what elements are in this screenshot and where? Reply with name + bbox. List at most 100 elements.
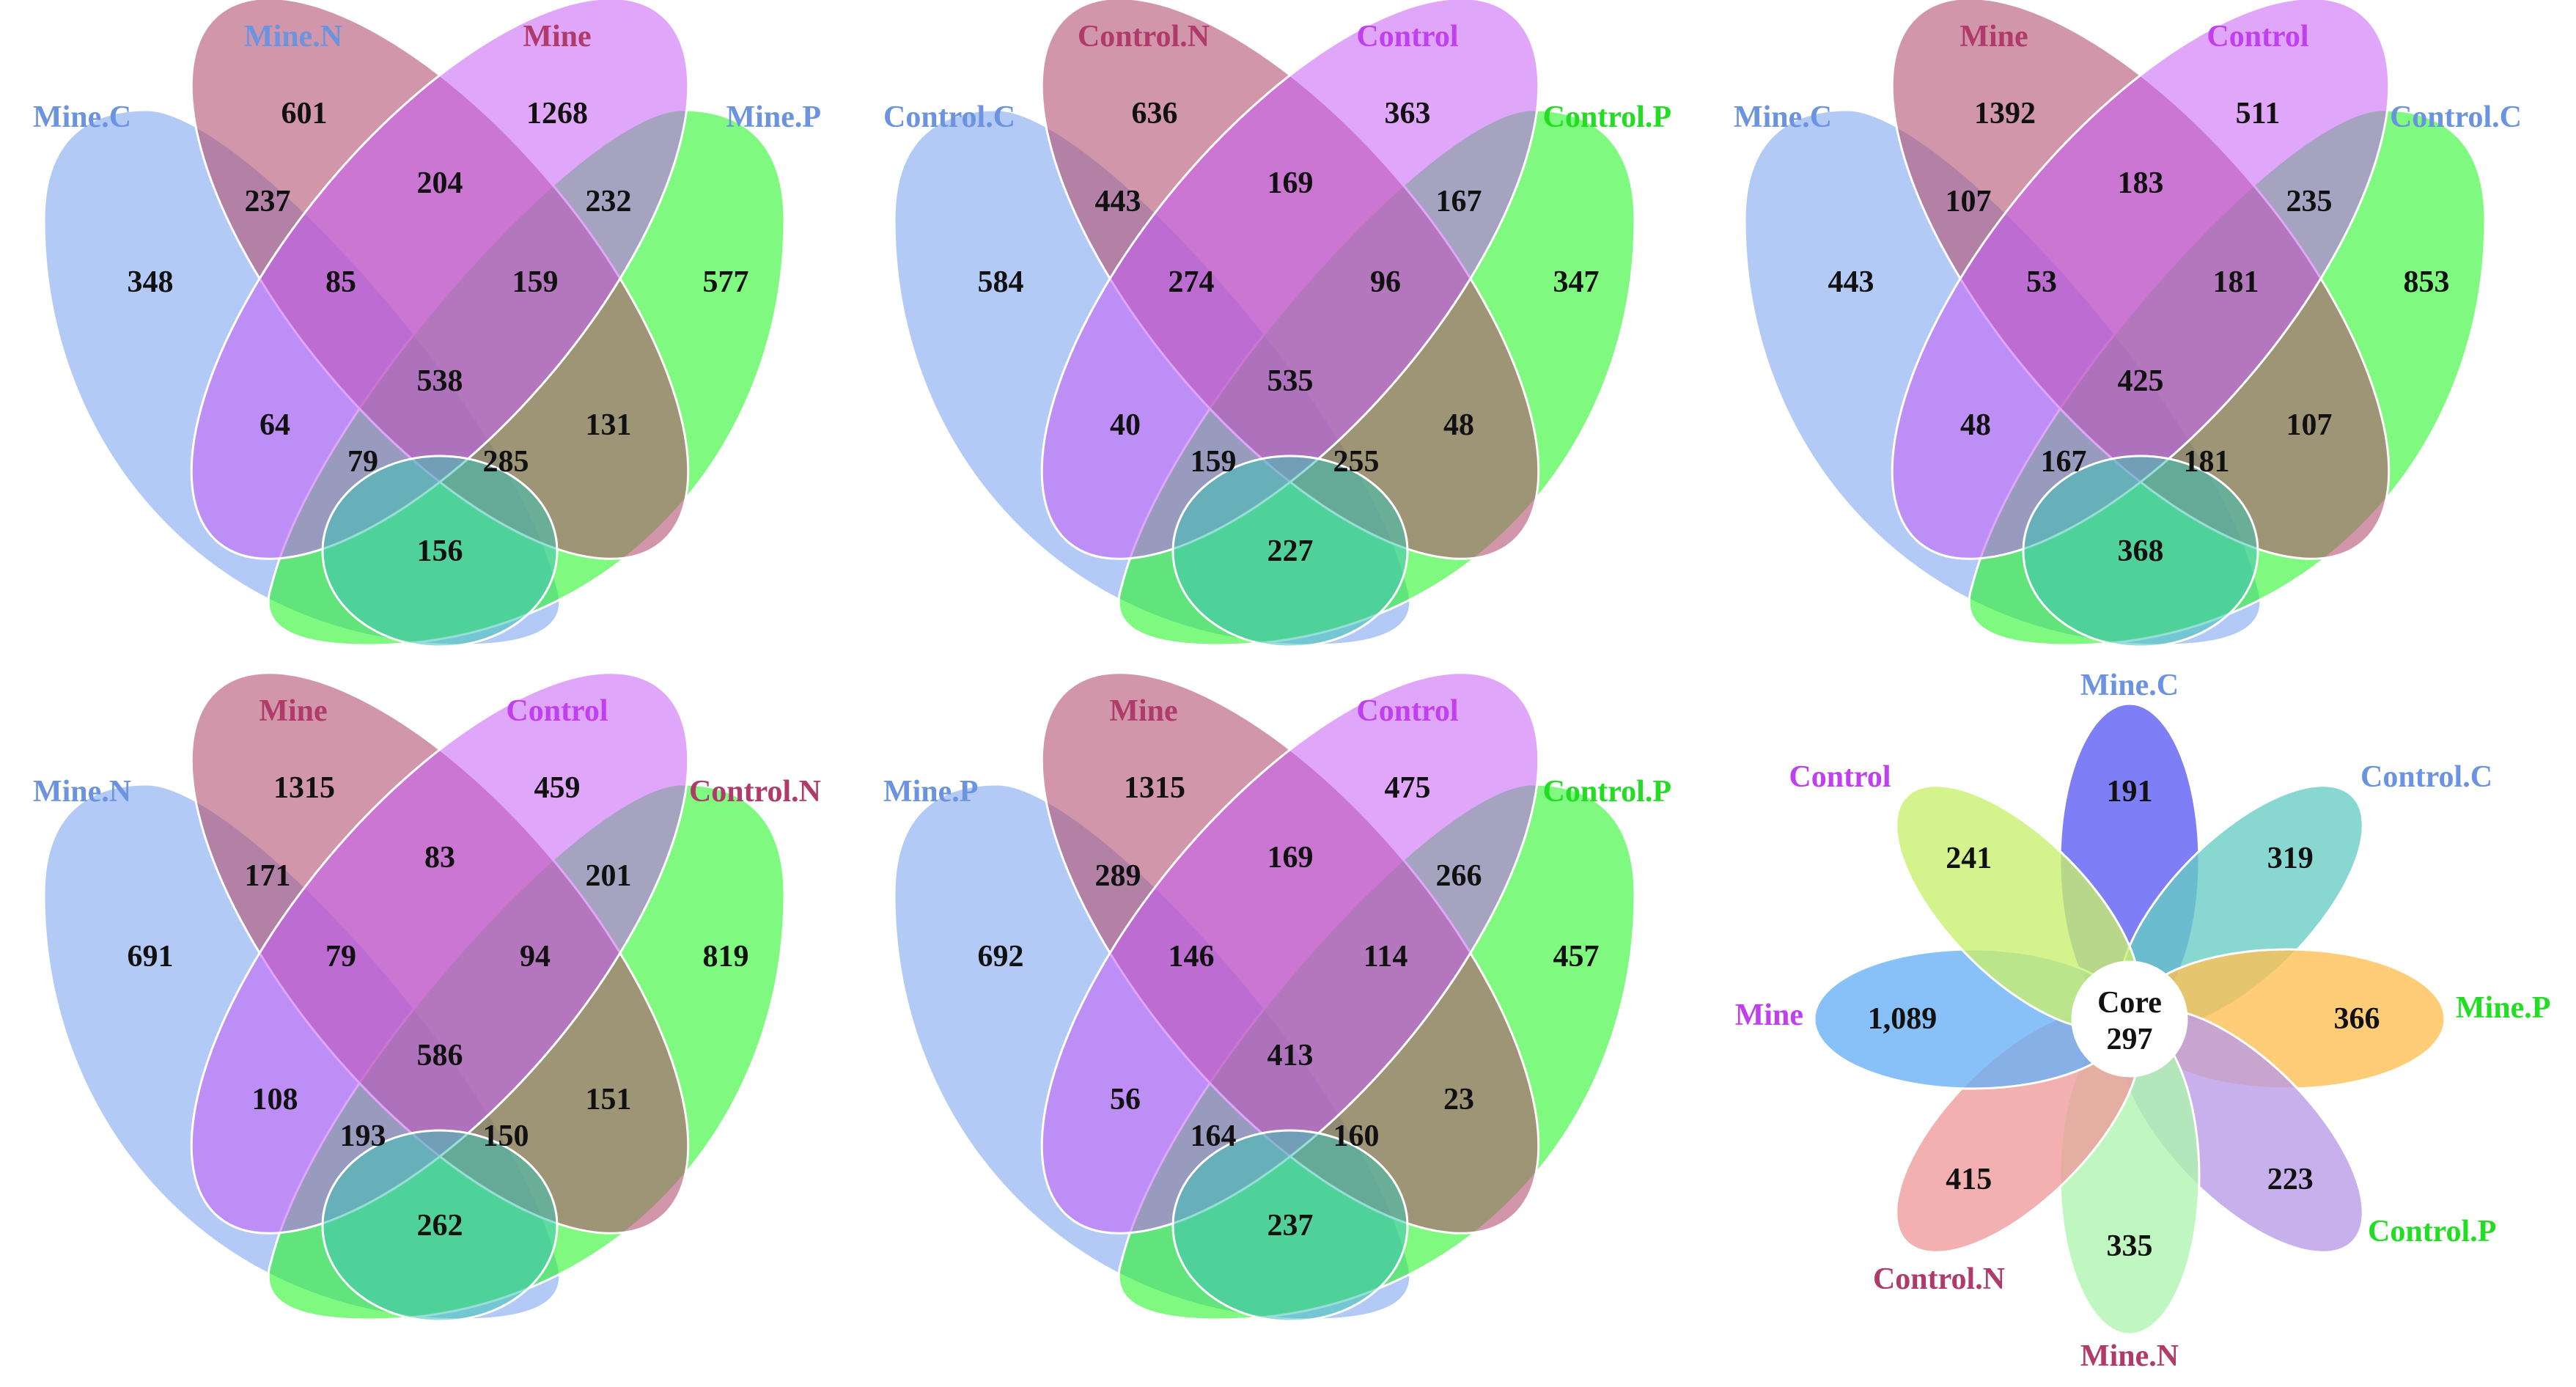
- set-label: Control: [506, 694, 608, 728]
- region-count-acd: 160: [1333, 1119, 1380, 1153]
- region-count-abc: 146: [1169, 940, 1215, 974]
- petal-label: Mine.P: [2456, 991, 2550, 1025]
- region-count-c: 459: [534, 771, 581, 805]
- region-count-abc: 53: [2026, 265, 2057, 299]
- petal-count: 319: [2267, 842, 2314, 875]
- region-count-d: 347: [1553, 265, 1600, 299]
- petal-count: 415: [1946, 1163, 1992, 1196]
- region-count-d: 577: [703, 265, 749, 299]
- set-label: Mine: [1109, 694, 1177, 728]
- core-count: 297: [2107, 1023, 2153, 1056]
- region-count-ab: 443: [1095, 185, 1141, 218]
- region-count-abd: 79: [347, 445, 378, 479]
- region-count-cd: 235: [2286, 185, 2333, 218]
- region-count-bd: 23: [1443, 1083, 1474, 1116]
- region-count-d: 819: [703, 940, 749, 974]
- petal-count: 1,089: [1868, 1002, 1937, 1036]
- region-count-abc: 274: [1169, 265, 1215, 299]
- petal-count: 223: [2267, 1163, 2314, 1196]
- region-count-bd: 48: [1443, 408, 1474, 442]
- set-label: Mine.N: [244, 20, 342, 54]
- set-label: Mine: [1959, 20, 2028, 54]
- region-count-abcd: 413: [1267, 1039, 1314, 1073]
- region-count-bcd: 96: [1370, 265, 1401, 299]
- set-label: Control: [1356, 694, 1458, 728]
- region-count-b: 601: [281, 97, 328, 130]
- core-circle: [2071, 960, 2188, 1078]
- region-count-ac: 56: [1110, 1083, 1141, 1116]
- petal-label: Mine.C: [2080, 669, 2179, 702]
- region-count-ad: 368: [2118, 534, 2164, 568]
- region-count-ac: 108: [252, 1083, 298, 1116]
- petal-count: 335: [2107, 1229, 2153, 1263]
- petal-label: Control.C: [2360, 760, 2492, 794]
- region-count-abc: 79: [325, 940, 356, 974]
- region-count-bc: 83: [424, 841, 455, 875]
- region-count-bc: 204: [417, 166, 463, 200]
- set-label: Control.N: [689, 775, 821, 809]
- set-c-region: [1891, 0, 2391, 560]
- petal-count: 191: [2107, 775, 2153, 809]
- petal-label: Control: [1789, 760, 1891, 794]
- venn-diagram-3: Mine.C Mine Control Control.C 443 1392 511 853 1…: [1734, 0, 2522, 648]
- venn-diagram-2: Control.C Control.N Control Control.P 584 636…: [883, 0, 1671, 648]
- region-count-acd: 150: [483, 1119, 529, 1153]
- region-count-acd: 255: [1333, 445, 1380, 479]
- region-count-bc: 169: [1267, 841, 1314, 875]
- set-label: Mine: [523, 20, 591, 54]
- venn-diagram-1: Mine.C Mine.N Mine Mine.P 348 601 1268 577 237 20…: [33, 0, 821, 648]
- region-count-ac: 48: [1960, 408, 1991, 442]
- region-count-a: 443: [1828, 265, 1874, 299]
- set-ad-lobe: [1171, 455, 1409, 648]
- region-count-ac: 64: [260, 408, 290, 442]
- region-count-abd: 164: [1191, 1119, 1237, 1153]
- region-count-c: 511: [2236, 97, 2281, 130]
- region-count-bcd: 159: [512, 265, 559, 299]
- set-label: Mine.P: [883, 775, 978, 809]
- region-count-abc: 85: [325, 265, 356, 299]
- petal-label: Mine: [1735, 998, 1803, 1032]
- set-c-region: [1040, 0, 1540, 560]
- region-count-abd: 159: [1191, 445, 1237, 479]
- region-count-ad: 227: [1267, 534, 1314, 568]
- set-label: Mine.C: [1734, 100, 1832, 134]
- core-label: Core: [2097, 986, 2162, 1020]
- region-count-bd: 107: [2286, 408, 2333, 442]
- region-count-a: 348: [128, 265, 174, 299]
- region-count-bc: 183: [2118, 166, 2164, 200]
- region-count-bcd: 94: [520, 940, 551, 974]
- region-count-ac: 40: [1110, 408, 1141, 442]
- region-count-bd: 131: [586, 408, 632, 442]
- region-count-bc: 169: [1267, 166, 1314, 200]
- region-count-abd: 167: [2041, 445, 2087, 479]
- region-count-d: 853: [2404, 265, 2450, 299]
- set-label: Control.C: [2390, 100, 2522, 134]
- set-ad-lobe: [321, 455, 559, 648]
- region-count-abcd: 535: [1267, 364, 1314, 398]
- set-c-region: [1040, 672, 1540, 1235]
- region-count-ab: 237: [245, 185, 291, 218]
- venn-diagram-5: Mine.P Mine Control Control.P 692 1315 475 457 2…: [883, 672, 1671, 1322]
- region-count-b: 1315: [1124, 771, 1185, 805]
- set-ad-lobe: [2022, 455, 2259, 648]
- region-count-c: 1268: [526, 97, 588, 130]
- region-count-d: 457: [1553, 940, 1600, 974]
- region-count-ad: 262: [417, 1209, 463, 1243]
- region-count-ab: 171: [245, 859, 291, 893]
- region-count-ad: 156: [417, 534, 463, 568]
- region-count-b: 1315: [273, 771, 335, 805]
- region-count-c: 363: [1385, 97, 1431, 130]
- region-count-bcd: 114: [1364, 940, 1408, 974]
- set-label: Control.P: [1543, 100, 1671, 134]
- region-count-acd: 285: [483, 445, 529, 479]
- region-count-bd: 151: [586, 1083, 632, 1116]
- region-count-abcd: 586: [417, 1039, 463, 1073]
- set-label: Mine.N: [33, 775, 131, 809]
- region-count-acd: 181: [2184, 445, 2230, 479]
- region-count-b: 1392: [1974, 97, 2036, 130]
- set-c-region: [190, 672, 690, 1235]
- petal-label: Control.P: [2368, 1215, 2496, 1248]
- set-label: Control.N: [1078, 20, 1210, 54]
- set-ad-lobe: [321, 1129, 559, 1322]
